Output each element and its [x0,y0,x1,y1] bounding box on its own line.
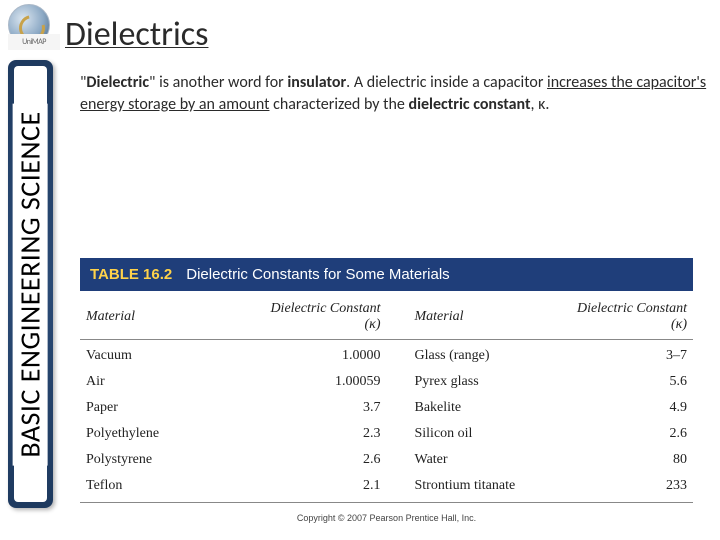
cell-constant: 3–7 [552,340,693,370]
cell-material: Air [80,369,246,395]
col-header-material-left: Material [80,291,246,340]
cell-material: Pyrex glass [386,369,552,395]
table-row: Vacuum 1.0000 Glass (range) 3–7 [80,340,693,370]
institution-logo: UniMAP [8,34,60,50]
text: " is another word for [149,73,287,92]
cell-constant: 2.3 [246,421,387,447]
data-table: Material Dielectric Constant (κ) Materia… [80,291,693,503]
cell-material: Teflon [80,473,246,503]
text: characterized by the [269,95,408,114]
col-header-material-right: Material [386,291,552,340]
cell-constant: 2.6 [552,421,693,447]
cell-constant: 1.0000 [246,340,387,370]
table-row: Air 1.00059 Pyrex glass 5.6 [80,369,693,395]
page-title: Dielectrics [65,14,208,55]
text: . A dielectric inside a capacitor [346,73,547,92]
table-header-row: Material Dielectric Constant (κ) Materia… [80,291,693,340]
dielectric-table: TABLE 16.2 Dielectric Constants for Some … [80,258,693,523]
cell-constant: 80 [552,447,693,473]
cell-material: Glass (range) [386,340,552,370]
cell-constant: 2.1 [246,473,387,503]
cell-material: Water [386,447,552,473]
cell-material: Bakelite [386,395,552,421]
table-row: Polystyrene 2.6 Water 80 [80,447,693,473]
cell-material: Polystyrene [80,447,246,473]
cell-material: Polyethylene [80,421,246,447]
copyright-text: Copyright © 2007 Pearson Prentice Hall, … [80,513,693,523]
table-number: TABLE 16.2 [90,266,172,283]
cell-constant: 5.6 [552,369,693,395]
cell-material: Vacuum [80,340,246,370]
cell-constant: 3.7 [246,395,387,421]
body-paragraph: "Dielectric" is another word for insulat… [80,72,710,115]
cell-material: Paper [80,395,246,421]
text-bold: insulator [287,73,346,92]
text: , κ. [531,95,550,114]
cell-constant: 2.6 [246,447,387,473]
table-row: Paper 3.7 Bakelite 4.9 [80,395,693,421]
cell-material: Silicon oil [386,421,552,447]
col-header-constant-right: Dielectric Constant (κ) [552,291,693,340]
text-bold: dielectric constant [408,95,530,114]
cell-constant: 4.9 [552,395,693,421]
table-row: Polyethylene 2.3 Silicon oil 2.6 [80,421,693,447]
cell-constant: 233 [552,473,693,503]
vertical-sidebar: BASIC ENGINEERING SCIENCE [8,60,53,508]
table-row: Teflon 2.1 Strontium titanate 233 [80,473,693,503]
cell-material: Strontium titanate [386,473,552,503]
text-bold: Dielectric [86,73,149,92]
table-caption: Dielectric Constants for Some Materials [186,266,449,283]
cell-constant: 1.00059 [246,369,387,395]
table-title-bar: TABLE 16.2 Dielectric Constants for Some … [80,258,693,291]
sidebar-label: BASIC ENGINEERING SCIENCE [13,103,48,465]
col-header-constant-left: Dielectric Constant (κ) [246,291,387,340]
